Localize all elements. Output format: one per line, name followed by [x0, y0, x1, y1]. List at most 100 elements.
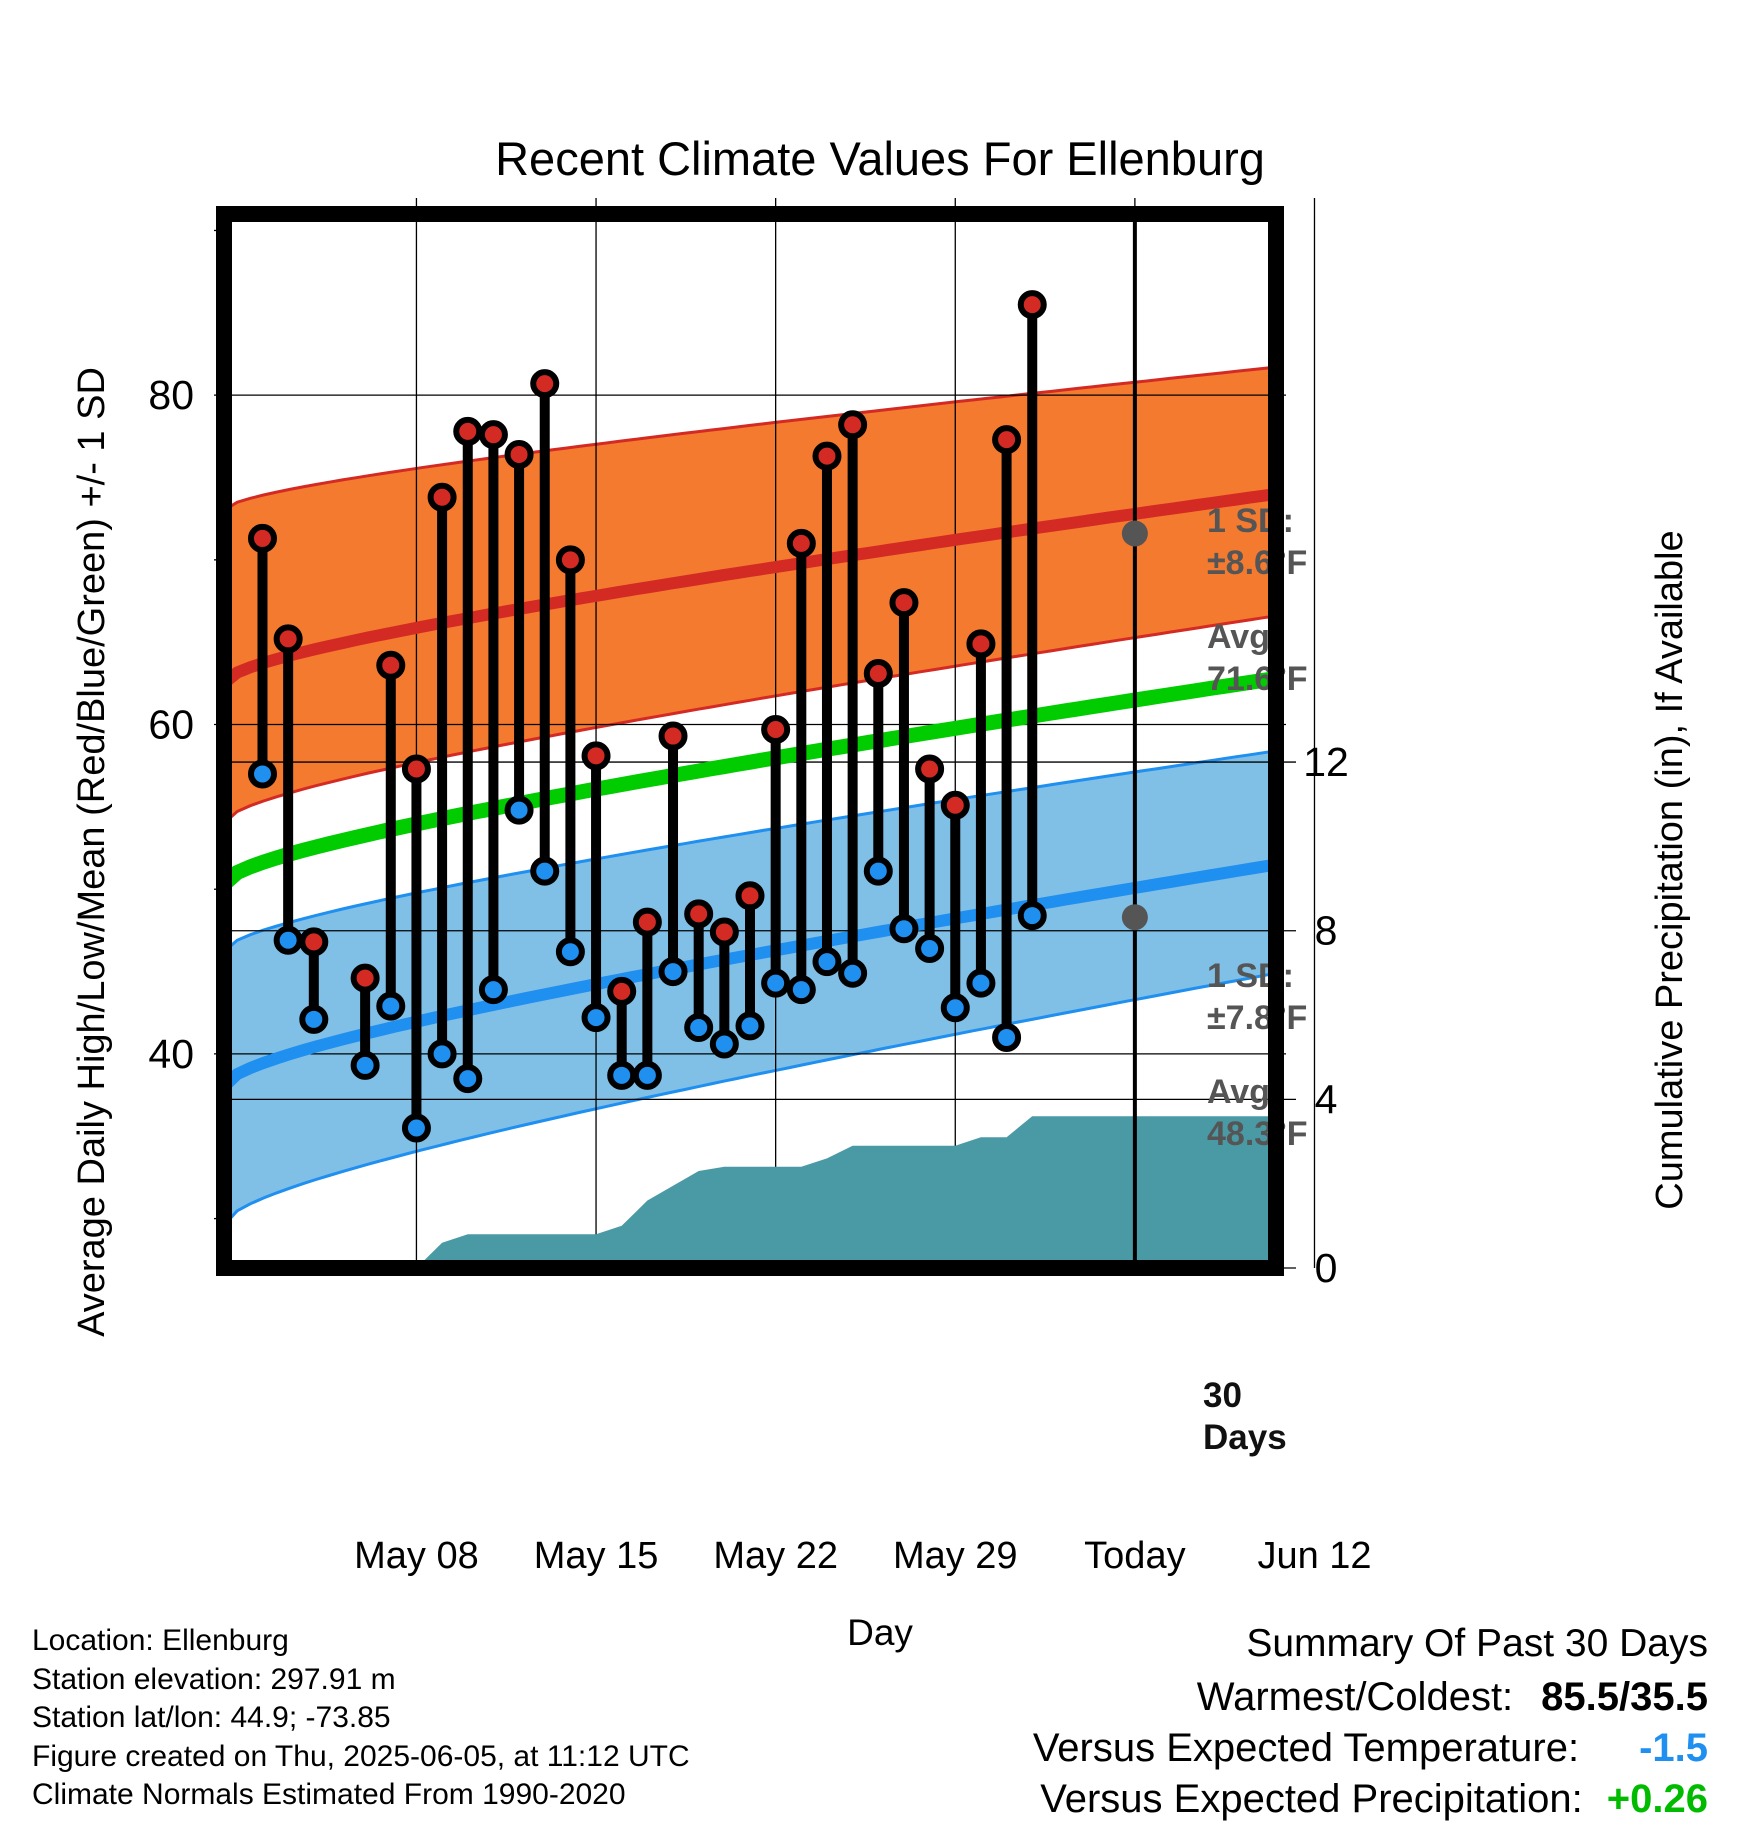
obs-low-point-1	[273, 925, 303, 955]
high-sd-band	[224, 367, 1276, 824]
warmest-coldest-row: Warmest/Coldest: 85.5/35.5	[1033, 1672, 1708, 1723]
obs-high-point-28	[966, 629, 996, 659]
period-label: 30 Days	[1203, 1376, 1287, 1457]
temp-value: -1.5	[1639, 1726, 1708, 1770]
obs-high-point-29	[992, 425, 1022, 455]
obs-low-point-15	[632, 1060, 662, 1090]
chart-title: Recent Climate Values For Ellenburg	[495, 132, 1265, 185]
obs-high-point-16	[658, 721, 688, 751]
obs-low-point-21	[786, 975, 816, 1005]
precip-value: +0.26	[1606, 1777, 1708, 1821]
y2-tick-label-2: 8	[1315, 908, 1338, 954]
obs-low-point-17	[684, 1013, 714, 1043]
obs-low-point-6	[401, 1113, 431, 1143]
high-avg-label-line-1: 71.6°F	[1207, 660, 1308, 698]
high-sd-label-line-1: ±8.6°F	[1207, 544, 1307, 582]
obs-low-point-18	[709, 1029, 739, 1059]
obs-low-point-8	[453, 1064, 483, 1094]
obs-low-point-26	[915, 934, 945, 964]
obs-high-point-17	[684, 899, 714, 929]
normal-mean-line	[219, 670, 1278, 890]
obs-high-point-6	[401, 754, 431, 784]
y2-axis-label: Cumulative Precipitation (in), If Availa…	[1649, 530, 1691, 1209]
obs-high-point-8	[453, 416, 483, 446]
obs-low-point-29	[992, 1022, 1022, 1052]
high-sd-band-upper-edge	[223, 365, 1277, 512]
obs-high-point-30	[1017, 290, 1047, 320]
y-tick-label-2: 80	[148, 372, 194, 418]
obs-high-point-18	[709, 917, 739, 947]
obs-high-point-22	[812, 441, 842, 471]
x-tick-label-4: Today	[1084, 1535, 1185, 1577]
precip-area	[416, 1116, 1276, 1268]
obs-high-point-24	[863, 658, 893, 688]
y2-tick-label-0: 0	[1315, 1245, 1338, 1291]
frame-border	[216, 206, 1284, 1276]
x-tick-label-5: Jun 12	[1257, 1535, 1371, 1577]
low-avg-label-line-1: 48.3°F	[1207, 1115, 1308, 1153]
obs-high-point-20	[761, 714, 791, 744]
obs-high-point-0	[247, 523, 277, 553]
normal-bands	[222, 365, 1277, 1227]
obs-low-point-4	[350, 1050, 380, 1080]
period-label-line-1: Days	[1203, 1418, 1287, 1457]
obs-low-point-9	[478, 975, 508, 1005]
obs-high-point-10	[504, 439, 534, 469]
obs-high-point-9	[478, 420, 508, 450]
y-tick-label-1: 60	[148, 702, 194, 748]
precip-label: Versus Expected Precipitation:	[1040, 1777, 1583, 1821]
low-sd-band-upper-edge	[223, 749, 1277, 953]
normal-high-line	[220, 488, 1277, 689]
obs-high-point-1	[273, 624, 303, 654]
obs-low-point-28	[966, 968, 996, 998]
low-sd-band-lower-edge	[222, 971, 1277, 1227]
x-tick-label-0: May 08	[354, 1535, 479, 1577]
obs-high-point-25	[889, 588, 919, 618]
obs-low-point-13	[581, 1003, 611, 1033]
latlon-text: Station lat/lon: 44.9; -73.85	[32, 1701, 391, 1734]
obs-low-point-12	[555, 937, 585, 967]
obs-high-point-23	[838, 410, 868, 440]
obs-low-point-16	[658, 957, 688, 987]
y-axis-label: Average Daily High/Low/Mean (Red/Blue/Gr…	[71, 367, 113, 1337]
obs-low-point-23	[838, 958, 868, 988]
summary-title: Summary Of Past 30 Days	[1246, 1622, 1708, 1665]
obs-high-point-12	[555, 545, 585, 575]
elevation-text: Station elevation: 297.91 m	[32, 1662, 396, 1696]
obs-low-point-7	[427, 1039, 457, 1069]
created-text: Figure created on Thu, 2025-06-05, at 11…	[32, 1739, 690, 1773]
obs-high-point-2	[299, 927, 329, 957]
obs-low-point-11	[530, 856, 560, 886]
x-axis-label: Day	[847, 1612, 913, 1653]
high-sd-label: 1 SD: ±8.6°F	[1207, 502, 1307, 582]
summary-panel: Summary Of Past 30 Days Warmest/Coldest:…	[1033, 1622, 1708, 1825]
precipitation-area	[416, 1116, 1276, 1268]
normals-text: Climate Normals Estimated From 1990-2020	[32, 1778, 626, 1811]
x-tick-label-1: May 15	[534, 1535, 659, 1577]
obs-high-point-26	[915, 754, 945, 784]
obs-high-point-14	[607, 976, 637, 1006]
low-sd-label-line-1: ±7.8°F	[1207, 999, 1307, 1037]
warmest-value: 85.5/35.5	[1541, 1675, 1708, 1719]
station-info: Location: Ellenburg Station elevation: 2…	[32, 1622, 690, 1815]
obs-low-point-0	[247, 759, 277, 789]
obs-low-point-19	[735, 1011, 765, 1041]
obs-high-point-5	[376, 650, 406, 680]
obs-high-point-15	[632, 907, 662, 937]
period-label-line-0: 30	[1203, 1376, 1242, 1415]
y2-tick-label-1: 4	[1315, 1076, 1338, 1122]
obs-high-point-7	[427, 482, 457, 512]
today-low-avg-marker	[1121, 904, 1148, 931]
obs-low-point-10	[504, 795, 534, 825]
warmest-label: Warmest/Coldest:	[1196, 1675, 1514, 1719]
y-tick-label-0: 40	[148, 1031, 194, 1077]
y2-tick-label-3: 12	[1303, 739, 1349, 785]
axes: May 08 May 15 May 22 May 29 Today Jun 1240608…	[148, 372, 1371, 1577]
location-text: Location: Ellenburg	[32, 1624, 289, 1657]
obs-low-point-25	[889, 914, 919, 944]
temp-row: Versus Expected Temperature: -1.5	[1033, 1723, 1708, 1774]
obs-low-point-20	[761, 968, 791, 998]
obs-high-point-4	[350, 963, 380, 993]
obs-high-point-19	[735, 881, 765, 911]
